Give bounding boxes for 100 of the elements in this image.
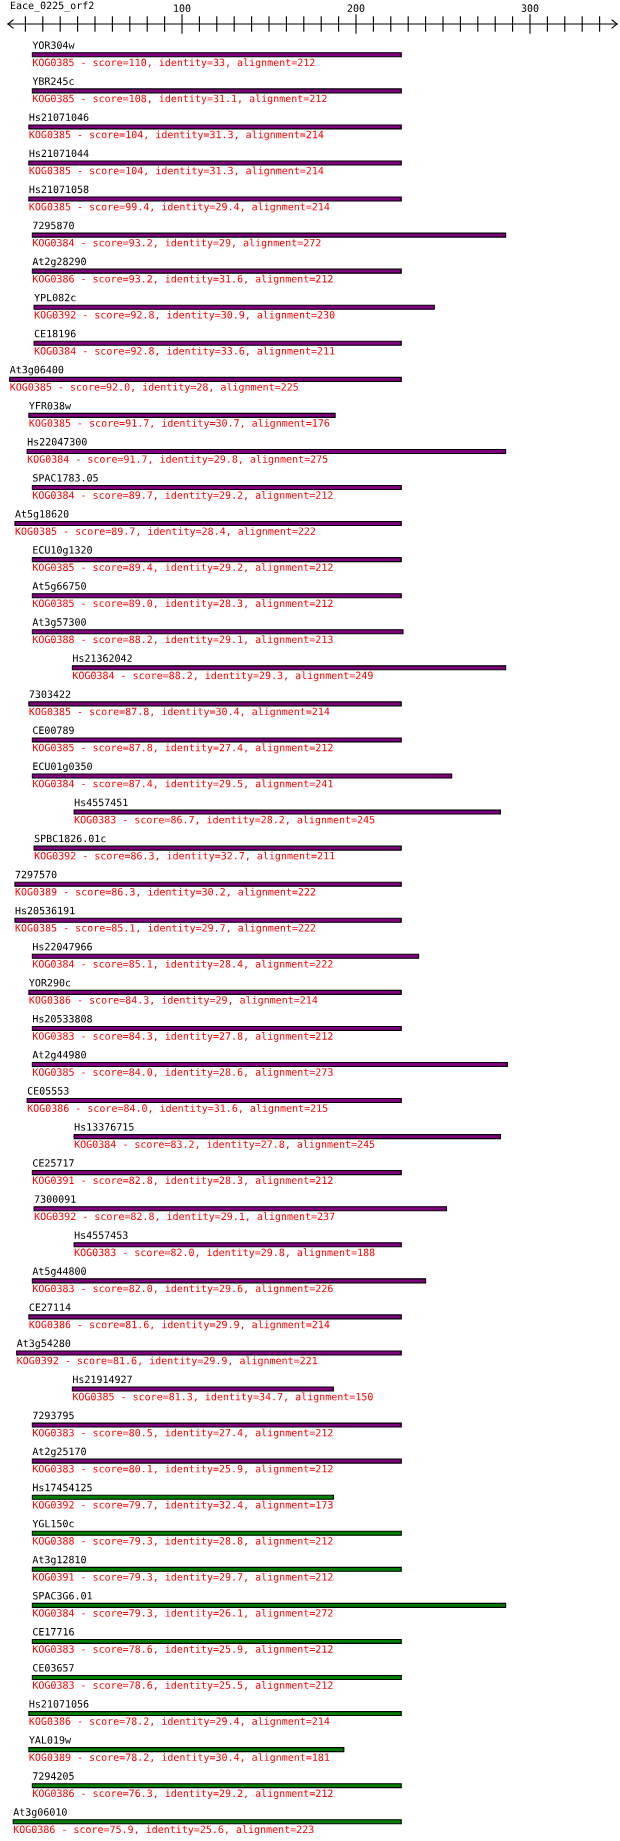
annotation: KOG0384 - score=93.2, identity=29, alignment=272 xyxy=(33,238,321,249)
y-tick-label: SPBC1826.01c xyxy=(34,834,106,843)
bar xyxy=(28,160,402,166)
bar xyxy=(31,773,453,779)
bar xyxy=(31,629,404,635)
y-tick-label: Hs17454125 xyxy=(33,1483,92,1492)
annotation: KOG0389 - score=86.3, identity=30.2, alignment=222 xyxy=(15,887,316,898)
bar xyxy=(28,124,402,130)
bar xyxy=(71,1386,334,1392)
bar xyxy=(31,1278,427,1284)
bar xyxy=(31,232,507,238)
bar xyxy=(31,737,402,743)
y-tick-label: Hs22047966 xyxy=(33,942,92,951)
y-tick-label: At5g44800 xyxy=(32,1267,86,1277)
y-tick-label: CE00789 xyxy=(33,726,74,735)
bar xyxy=(26,1098,402,1104)
bar xyxy=(33,304,435,310)
annotation: KOG0385 - score=92.0, identity=28, alignment=225 xyxy=(10,382,298,393)
y-tick-label: YFR038w xyxy=(29,401,72,410)
y-tick-label: At3g57300 xyxy=(32,618,86,628)
y-tick-label: Hs13376715 xyxy=(74,1123,134,1131)
y-tick-label: 7300091 xyxy=(34,1195,76,1203)
annotation: KOG0386 - score=75.9, identity=25.6, alignment=223 xyxy=(13,1825,314,1836)
y-tick-label: CE27114 xyxy=(29,1303,71,1311)
y-tick-label: Hs21071058 xyxy=(29,185,89,194)
annotation: KOG0392 - score=81.6, identity=29.9, alignment=221 xyxy=(17,1356,318,1367)
y-tick-label: 7295870 xyxy=(33,221,74,230)
bar xyxy=(14,881,402,887)
y-tick-label: SPAC1783.05 xyxy=(33,474,98,482)
bar xyxy=(31,1530,402,1536)
y-tick-label: At2g28290 xyxy=(32,257,86,268)
annotation: KOG0385 - score=104, identity=31.3, alignment=214 xyxy=(29,166,324,177)
annotation: KOG0383 - score=78.6, identity=25.5, alignment=212 xyxy=(33,1681,333,1691)
annotation: KOG0384 - score=89.7, identity=29.2, alignment=212 xyxy=(33,491,333,501)
bar xyxy=(14,917,402,923)
y-tick-label: Hs20533808 xyxy=(33,1014,92,1023)
bar xyxy=(28,1314,402,1320)
annotation: KOG0386 - score=76.3, identity=29.2, alignment=212 xyxy=(33,1789,333,1800)
y-tick-label: 7303422 xyxy=(29,690,71,698)
annotation: KOG0383 - score=82.0, identity=29.6, alignment=226 xyxy=(33,1284,333,1295)
y-tick-label: At3g06010 xyxy=(13,1808,67,1818)
annotation: KOG0385 - score=89.0, identity=28.3, alignment=212 xyxy=(33,599,333,610)
annotation: KOG0383 - score=86.7, identity=28.2, alignment=245 xyxy=(74,815,375,826)
y-tick-label: YGL150c xyxy=(32,1519,74,1528)
bar xyxy=(28,1747,345,1753)
x-tick-label: 100 xyxy=(174,4,191,12)
bar xyxy=(31,268,402,274)
y-tick-label: At5g66750 xyxy=(32,582,86,592)
annotation: KOG0385 - score=99.4, identity=29.4, alignment=214 xyxy=(29,202,330,213)
annotation: KOG0385 - score=89.4, identity=29.2, alignment=212 xyxy=(33,563,333,574)
y-tick-label: YOR304w xyxy=(32,41,75,49)
annotation: KOG0384 - score=91.7, identity=29.8, alignment=275 xyxy=(27,455,328,465)
annotation: KOG0384 - score=92.8, identity=33.6, alignment=211 xyxy=(34,346,335,357)
bar xyxy=(31,1566,402,1572)
x-tick-label: 200 xyxy=(347,4,365,12)
bar xyxy=(71,665,507,671)
y-tick-label: CE18196 xyxy=(34,329,76,338)
y-tick-label: Hs22047300 xyxy=(27,437,87,446)
y-tick-label: Hs21914927 xyxy=(73,1375,132,1384)
annotation: KOG0388 - score=79.3, identity=28.8, alignment=212 xyxy=(33,1536,333,1547)
annotation: KOG0389 - score=78.2, identity=30.4, alignment=181 xyxy=(29,1753,330,1763)
bar xyxy=(28,1711,402,1717)
annotation: KOG0383 - score=78.6, identity=25.9, alignment=212 xyxy=(33,1645,333,1655)
bar xyxy=(12,1819,402,1825)
y-tick-label: At3g54280 xyxy=(16,1339,71,1349)
annotation: KOG0388 - score=88.2, identity=29.1, alignment=213 xyxy=(33,635,333,646)
y-tick-label: CE05553 xyxy=(27,1087,69,1095)
y-tick-label: At2g44980 xyxy=(32,1050,86,1061)
bar xyxy=(31,1783,402,1789)
annotation: KOG0385 - score=104, identity=31.3, alignment=214 xyxy=(29,130,324,141)
bar xyxy=(33,1206,448,1212)
annotation: KOG0384 - score=87.4, identity=29.5, alignment=241 xyxy=(33,779,333,790)
bar xyxy=(31,52,402,58)
annotation: KOG0386 - score=78.2, identity=29.4, alignment=214 xyxy=(29,1717,330,1727)
y-tick-label: Hs21071046 xyxy=(29,113,89,122)
annotation: KOG0385 - score=87.8, identity=27.4, alignment=212 xyxy=(33,743,333,754)
y-tick-label: Hs4557451 xyxy=(74,798,128,807)
bar xyxy=(73,1242,402,1248)
bar xyxy=(31,88,402,94)
annotation: KOG0385 - score=84.0, identity=28.6, alignment=273 xyxy=(33,1068,333,1078)
y-tick-label: Hs20536191 xyxy=(15,906,75,915)
bar xyxy=(31,953,420,959)
y-tick-label: YOR290c xyxy=(29,978,71,987)
y-tick-label: Hs21071044 xyxy=(29,149,89,158)
bar xyxy=(31,557,402,563)
annotation: KOG0383 - score=84.3, identity=27.8, alignment=212 xyxy=(33,1031,333,1042)
annotation: KOG0384 - score=85.1, identity=28.4, alignment=222 xyxy=(33,959,333,970)
y-tick-label: CE17716 xyxy=(33,1627,74,1636)
annotation: KOG0384 - score=79.3, identity=26.1, alignment=272 xyxy=(33,1608,333,1619)
y-tick-label: Hs21071056 xyxy=(29,1700,89,1708)
y-tick-label: At3g12810 xyxy=(32,1555,86,1566)
bar xyxy=(28,412,336,418)
bar xyxy=(31,1025,402,1031)
annotation: KOG0385 - score=108, identity=31.1, alignment=212 xyxy=(33,94,327,105)
bar xyxy=(33,340,402,346)
y-tick-label: CE03657 xyxy=(33,1664,74,1672)
annotation: KOG0386 - score=84.0, identity=31.6, alignment=215 xyxy=(27,1104,328,1114)
bar xyxy=(14,521,402,527)
bar xyxy=(31,1602,507,1608)
bar xyxy=(31,1674,402,1681)
